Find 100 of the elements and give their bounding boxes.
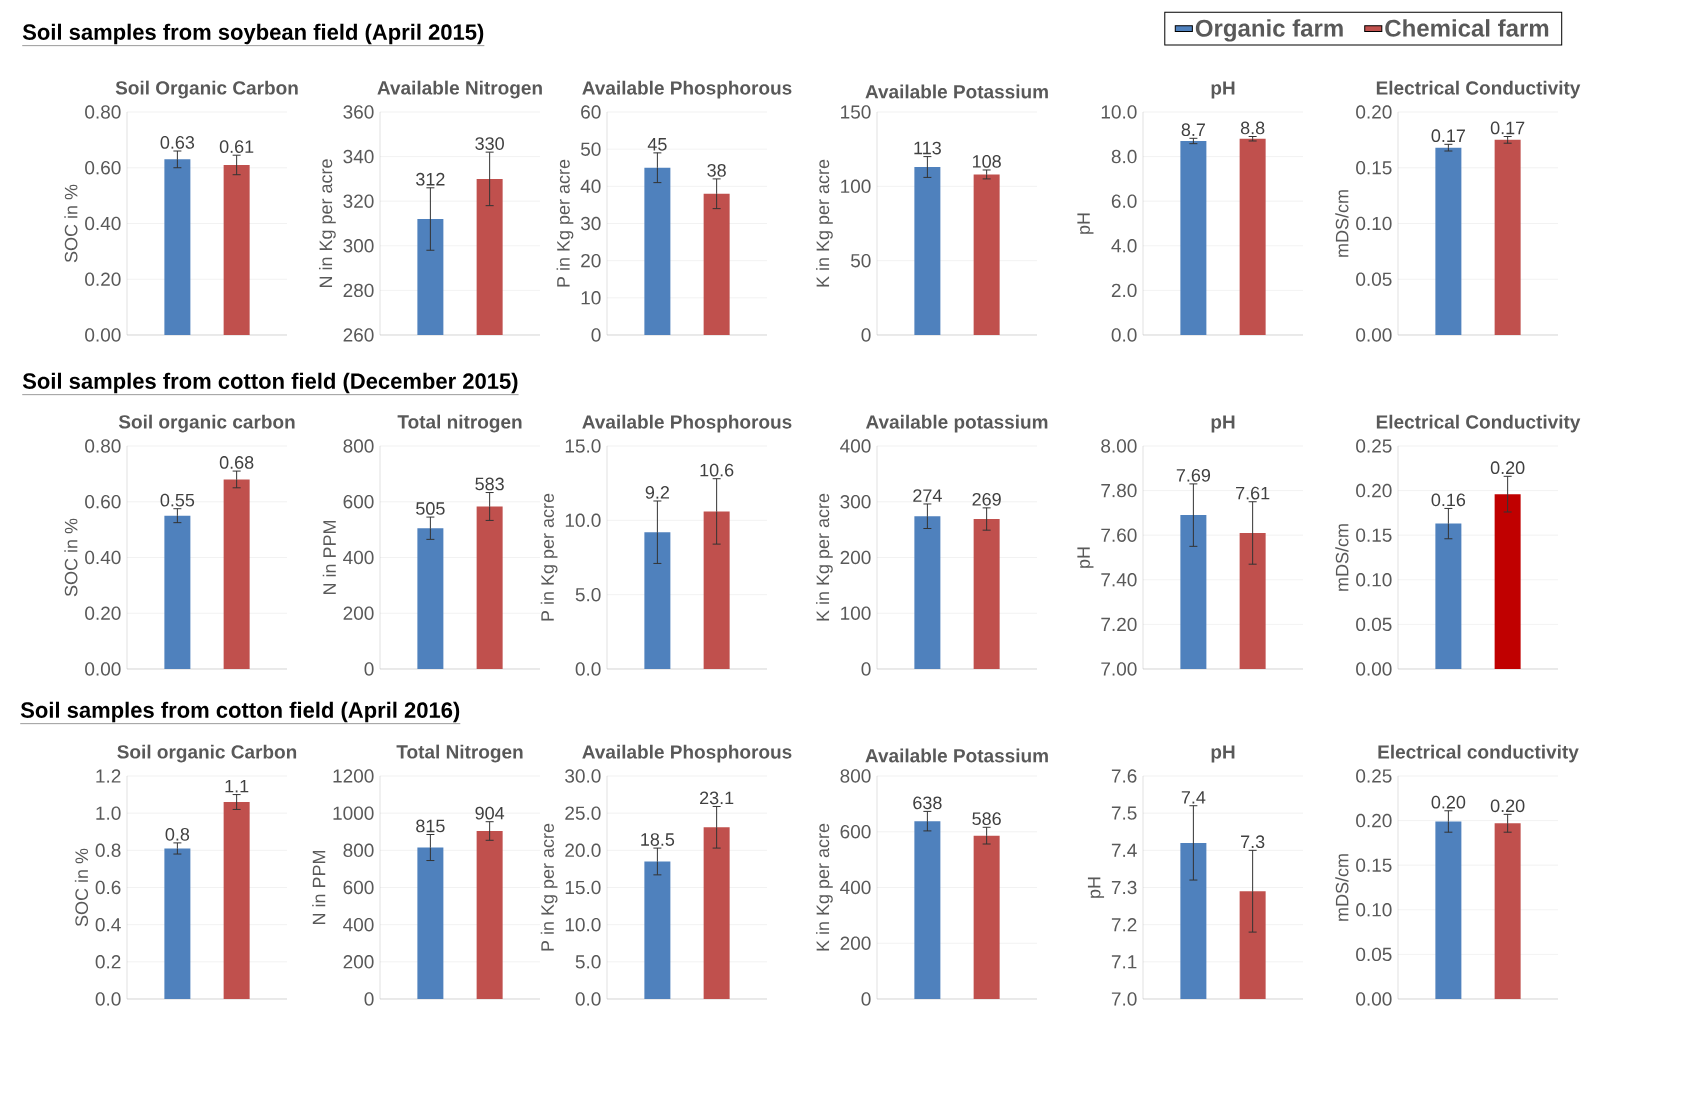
y-tick-label: 260: [343, 328, 374, 342]
y-axis-title: N in PPM: [322, 520, 336, 595]
y-axis-title: P in Kg per acre: [556, 159, 574, 287]
data-label: 38: [707, 163, 726, 177]
y-tick-label: 8.00: [1101, 439, 1137, 453]
y-tick-label: 0.20: [1356, 813, 1392, 828]
y-tick-label: 0.15: [1356, 528, 1392, 542]
data-label: 1.1: [225, 779, 249, 793]
y-tick-label: 0.2: [95, 955, 121, 969]
y-axis-title: mDS/cm: [1335, 854, 1349, 921]
chart-title: Total Nitrogen: [396, 744, 523, 763]
y-tick-label: 0.0: [1111, 328, 1137, 342]
chart-title: Available Phosphorous: [582, 744, 792, 763]
y-axis-title: SOC in %: [64, 184, 78, 263]
y-tick-label: 200: [343, 606, 374, 620]
y-tick-label: 10.0: [565, 917, 601, 932]
y-axis-title: P in Kg per acre: [540, 823, 558, 951]
legend-label: Chemical farm: [1385, 19, 1549, 37]
y-tick-label: 150: [841, 105, 871, 119]
y-tick-label: 20.0: [565, 843, 601, 858]
y-tick-label: 0.80: [85, 105, 121, 119]
y-tick-label: 4.0: [1111, 239, 1137, 253]
data-label: 7.4: [1181, 791, 1206, 804]
y-tick-label: 30.0: [565, 769, 601, 783]
y-tick-label: 10.0: [1101, 105, 1137, 119]
y-tick-label: 0.20: [1356, 483, 1392, 498]
y-tick-label: 400: [840, 880, 871, 895]
y-tick-label: 600: [840, 825, 871, 839]
y-axis-title: N in PPM: [312, 850, 326, 925]
y-tick-label: 7.60: [1101, 528, 1137, 542]
y-tick-label: 0: [861, 662, 871, 676]
y-tick-label: 400: [840, 439, 871, 453]
y-tick-label: 1.0: [96, 806, 121, 820]
y-tick-label: 360: [343, 105, 374, 119]
data-label: 0.68: [219, 456, 254, 469]
y-tick-label: 800: [343, 843, 374, 858]
chart-title: pH: [1211, 415, 1235, 433]
y-tick-label: 100: [841, 179, 871, 194]
data-label: 0.20: [1490, 461, 1525, 475]
y-axis-title: pH: [1087, 877, 1105, 898]
data-label: 586: [972, 812, 1001, 826]
y-tick-label: 15.0: [565, 439, 601, 453]
chart-title: Soil Organic Carbon: [115, 80, 298, 99]
y-tick-label: 1.2: [96, 769, 121, 783]
y-tick-label: 30: [580, 216, 601, 231]
y-axis-title: K in Kg per acre: [815, 159, 833, 287]
y-axis-title: pH: [1077, 213, 1094, 234]
y-tick-label: 0.80: [85, 439, 121, 453]
chart-title: Available Potassium: [865, 748, 1048, 763]
chart-title: pH: [1211, 745, 1235, 763]
y-tick-label: 400: [343, 550, 374, 565]
y-tick-label: 320: [343, 194, 374, 208]
data-label: 904: [475, 806, 505, 820]
y-axis-title: SOC in %: [64, 518, 78, 597]
y-tick-label: 0.15: [1356, 161, 1392, 175]
y-tick-label: 0.4: [95, 917, 121, 932]
data-label: 638: [913, 796, 942, 810]
y-tick-label: 0.0: [575, 662, 601, 676]
data-label: 7.69: [1176, 468, 1211, 482]
data-label: 8.7: [1181, 123, 1205, 137]
y-tick-label: 0.00: [1356, 328, 1392, 342]
y-tick-label: 0: [364, 662, 374, 676]
y-tick-label: 0.0: [575, 992, 601, 1006]
y-tick-label: 8.0: [1111, 149, 1137, 164]
y-axis-title: SOC in %: [74, 848, 89, 927]
chart-title: Available Phosphorous: [582, 80, 792, 99]
y-tick-label: 0.20: [85, 606, 121, 620]
y-tick-label: 300: [343, 239, 374, 253]
data-label: 0.20: [1490, 799, 1525, 813]
y-axis-title: P in Kg per acre: [540, 493, 558, 621]
data-label: 10.6: [700, 463, 734, 477]
data-label: 0.17: [1431, 129, 1465, 143]
y-tick-label: 1200: [333, 769, 374, 783]
y-tick-label: 0.0: [95, 992, 121, 1006]
y-tick-label: 0.10: [1356, 573, 1392, 587]
y-tick-label: 0.00: [1356, 662, 1392, 676]
chart-title: Available Phosphorous: [582, 414, 792, 433]
y-axis-title: N in Kg per acre: [318, 159, 336, 288]
y-tick-label: 0.25: [1356, 769, 1392, 783]
y-tick-label: 1000: [333, 806, 374, 820]
y-tick-label: 0.00: [1356, 992, 1392, 1006]
y-tick-label: 200: [343, 955, 374, 969]
y-tick-label: 0.10: [1356, 903, 1392, 917]
y-tick-label: 7.00: [1101, 662, 1137, 676]
y-tick-label: 0.00: [85, 328, 121, 342]
data-label: 0.16: [1431, 493, 1466, 507]
chart-title: Available Potassium: [865, 84, 1048, 99]
y-tick-label: 7.40: [1101, 573, 1137, 587]
y-tick-label: 0.05: [1356, 617, 1392, 632]
data-label: 0.63: [160, 136, 195, 149]
y-tick-label: 0.8: [95, 843, 121, 858]
y-tick-label: 50: [850, 253, 871, 268]
data-label: 312: [416, 172, 445, 186]
y-tick-label: 0.60: [85, 495, 121, 509]
y-tick-label: 0: [861, 328, 871, 342]
y-tick-label: 7.3: [1111, 880, 1137, 895]
chart-title: Soil organic Carbon: [117, 744, 297, 763]
y-tick-label: 280: [343, 283, 374, 298]
y-tick-label: 100: [841, 606, 871, 620]
y-tick-label: 7.1: [1111, 955, 1137, 969]
